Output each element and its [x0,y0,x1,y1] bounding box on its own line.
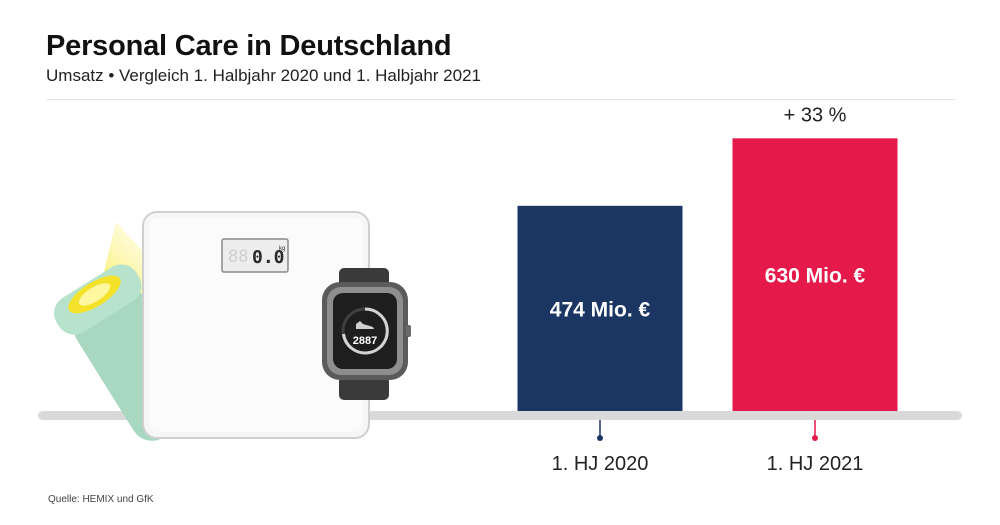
scale-unit: kg [279,246,285,252]
scale-display [221,238,289,273]
source-note: Quelle: HEMIX und GfK [48,494,154,505]
bar-2 [732,138,898,412]
watch-reading: 2887 [353,335,377,347]
tick-dot-1 [597,435,603,441]
sneaker-icon [356,321,374,329]
header-divider [46,99,956,100]
scale-reading: 0.0 [252,247,285,268]
smartwatch-icon: 2887 [322,268,411,400]
bathroom-scale-icon: 88 0.0 kg [142,211,370,439]
chart-title: Personal Care in Deutschland [46,30,452,62]
svg-text:88: 88 [228,247,248,267]
category-label-1: 1. HJ 2020 [552,453,649,475]
category-label-2: 1. HJ 2021 [767,453,864,475]
tick-dot-2 [812,435,818,441]
bar-1 [517,205,683,411]
bar-value-label-2: 630 Mio. € [765,265,866,288]
chart-subtitle: Umsatz • Vergleich 1. Halbjahr 2020 und … [46,66,481,85]
bar-value-label-1: 474 Mio. € [550,298,651,321]
growth-annotation: + 33 % [784,104,847,126]
